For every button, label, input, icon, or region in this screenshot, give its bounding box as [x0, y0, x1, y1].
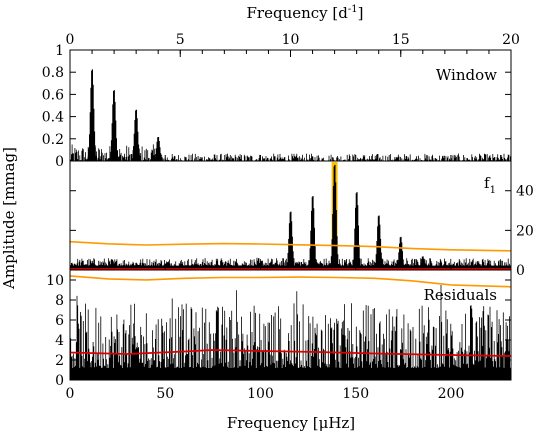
axis-ticks — [69, 49, 512, 381]
peak-3 — [130, 109, 142, 161]
top-tick-label: 15 — [392, 32, 410, 48]
top-axis-title: Frequency [d-1] — [247, 4, 364, 22]
x-tick-label: 100 — [247, 386, 274, 402]
top-tick-label: 0 — [66, 32, 75, 48]
y-axis-title: Amplitude [mmag] — [0, 147, 18, 290]
y-tick-label: 0.4 — [42, 110, 64, 126]
y-tick-label: 0 — [55, 373, 64, 389]
y-tick-label: 0.6 — [42, 87, 64, 103]
y-tick-label: 4 — [55, 333, 64, 349]
panel-frame-3 — [69, 269, 512, 381]
peak-3 — [328, 164, 342, 270]
y-tick-label: 2 — [55, 353, 64, 369]
data-traces — [69, 69, 512, 380]
residuals-panel-label: Residuals — [424, 286, 497, 304]
top-tick-label: 20 — [502, 32, 520, 48]
peak-2 — [306, 196, 320, 270]
y-tick-label: 0 — [516, 263, 525, 279]
top-tick-label: 5 — [176, 32, 185, 48]
y-tick-label: 40 — [516, 184, 534, 200]
x-tick-label: 150 — [342, 386, 369, 402]
significance-line-2 — [69, 275, 512, 288]
top-tick-label: 10 — [282, 32, 300, 48]
window-panel-label: Window — [436, 66, 497, 84]
bottom-axis-title: Frequency [μHz] — [227, 414, 355, 432]
y-tick-label: 20 — [516, 223, 534, 239]
x-tick-label: 0 — [66, 386, 75, 402]
f1-panel-label: f1 — [484, 174, 496, 196]
y-tick-label: 10 — [46, 273, 64, 289]
y-tick-label: 8 — [55, 293, 64, 309]
y-tick-label: 0 — [55, 154, 64, 170]
y-tick-label: 6 — [55, 313, 64, 329]
mean-noise-line — [69, 349, 512, 357]
x-tick-label: 50 — [156, 386, 174, 402]
peak-4 — [350, 192, 364, 270]
y-tick-label: 1 — [55, 43, 64, 59]
significance-line-1 — [69, 240, 512, 252]
y-tick-label: 0.8 — [42, 65, 64, 81]
y-tick-label: 0.2 — [42, 132, 64, 148]
x-tick-label: 200 — [438, 386, 465, 402]
